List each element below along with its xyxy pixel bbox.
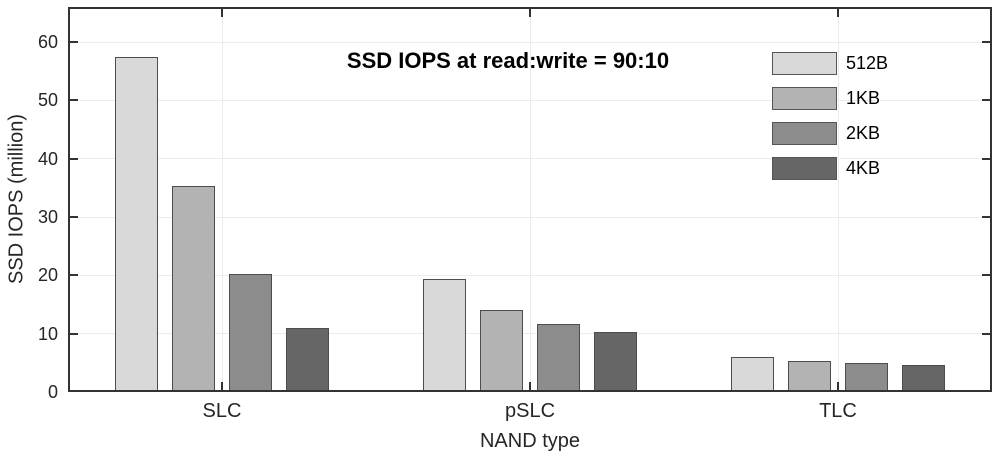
bar-SLC-512B xyxy=(115,57,158,392)
y-tick-mark xyxy=(68,99,78,102)
bar-pSLC-4KB xyxy=(594,331,637,392)
bar-SLC-1KB xyxy=(172,185,215,392)
y-tick-mark xyxy=(982,332,992,335)
x-axis-tick-label: TLC xyxy=(819,400,857,422)
bar-pSLC-1KB xyxy=(480,309,523,392)
y-axis-label: SSD IOPS (million) xyxy=(5,113,28,285)
legend-label-4KB: 4KB xyxy=(846,158,881,178)
bar-TLC-512B xyxy=(731,357,774,392)
y-axis-tick-label: 60 xyxy=(37,32,58,52)
legend-label-512B: 512B xyxy=(846,53,889,73)
bar-pSLC-2KB xyxy=(537,324,580,392)
y-tick-mark xyxy=(982,99,992,102)
legend-label-2KB: 2KB xyxy=(846,123,881,143)
legend-swatch-1KB xyxy=(772,87,837,110)
y-axis-tick-label: 40 xyxy=(37,148,58,169)
y-tick-mark xyxy=(68,274,78,277)
y-tick-mark xyxy=(68,41,78,43)
y-axis-tick-label: 30 xyxy=(37,207,58,227)
v-gridline xyxy=(221,7,223,392)
legend-swatch-4KB xyxy=(772,157,837,180)
x-tick-mark xyxy=(529,7,531,17)
bar-TLC-4KB xyxy=(902,364,945,392)
y-axis-tick-label: 10 xyxy=(37,323,58,344)
y-axis-tick-label: 50 xyxy=(37,90,58,111)
chart-title: SSD IOPS at read:write = 90:10 xyxy=(346,48,670,73)
y-tick-mark xyxy=(982,41,992,43)
bar-pSLC-512B xyxy=(423,279,466,392)
y-axis-tick-label: 0 xyxy=(47,382,58,402)
x-tick-mark xyxy=(221,7,223,17)
bar-TLC-2KB xyxy=(845,363,888,392)
bar-SLC-2KB xyxy=(229,273,272,392)
y-tick-mark xyxy=(982,216,992,218)
y-tick-mark xyxy=(982,274,992,277)
legend-swatch-512B xyxy=(772,52,837,75)
x-axis-tick-label: pSLC xyxy=(504,400,556,422)
plot-area xyxy=(68,7,992,392)
v-gridline xyxy=(529,7,531,392)
bar-TLC-1KB xyxy=(788,361,831,392)
legend-swatch-2KB xyxy=(772,122,837,145)
x-tick-mark xyxy=(221,382,223,392)
v-gridline xyxy=(837,7,839,392)
y-tick-mark xyxy=(68,332,78,335)
x-tick-mark xyxy=(837,7,839,17)
x-tick-mark xyxy=(837,382,839,392)
y-tick-mark xyxy=(68,157,78,160)
x-axis-label: NAND type xyxy=(479,430,581,452)
y-tick-mark xyxy=(68,216,78,218)
y-axis-tick-label: 20 xyxy=(37,265,58,286)
x-axis-tick-label: SLC xyxy=(202,400,242,422)
y-tick-mark xyxy=(982,157,992,160)
x-tick-mark xyxy=(529,382,531,392)
bar-SLC-4KB xyxy=(286,327,329,392)
legend-label-1KB: 1KB xyxy=(846,88,881,108)
